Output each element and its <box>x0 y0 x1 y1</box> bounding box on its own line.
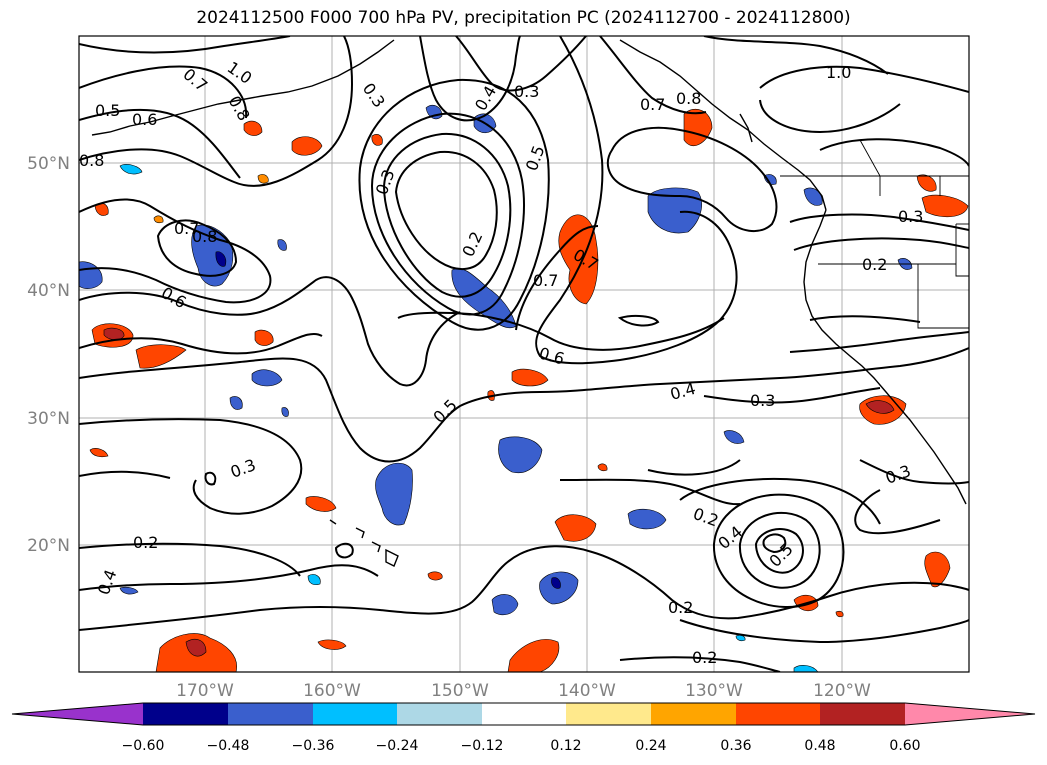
contour-label: 0.2 <box>692 648 717 667</box>
lon-label: 160°W <box>303 681 361 701</box>
contour-label: 0.8 <box>192 227 217 246</box>
colorbar-extend-low <box>12 703 143 725</box>
colorbar-extend-high <box>905 703 1035 725</box>
lat-label: 50°N <box>27 154 70 174</box>
lon-label: 150°W <box>431 681 489 701</box>
colorbar-segment <box>397 703 482 725</box>
chart-title: 2024112500 F000 700 hPa PV, precipitatio… <box>196 8 851 28</box>
lon-label: 130°W <box>685 681 743 701</box>
colorbar-segment <box>566 703 651 725</box>
contour-label: 0.7 <box>640 95 665 114</box>
colorbar-tick-label: 0.36 <box>720 738 751 754</box>
lon-label: 140°W <box>558 681 616 701</box>
contour-label: 0.3 <box>898 207 923 226</box>
colorbar-tick-label: −0.60 <box>122 738 165 754</box>
colorbar-segment <box>820 703 905 725</box>
colorbar-tick-label: 0.24 <box>635 738 666 754</box>
colorbar-tick-label: −0.48 <box>207 738 250 754</box>
contour-label: 0.3 <box>514 82 539 101</box>
colorbar-tick-label: −0.36 <box>292 738 335 754</box>
contour-label: 0.5 <box>95 101 120 120</box>
colorbar-tick-label: −0.24 <box>376 738 419 754</box>
contour-label: 0.2 <box>862 255 887 274</box>
colorbar-segment <box>313 703 397 725</box>
colorbar-segment <box>228 703 313 725</box>
lon-labels: 170°W 160°W 150°W 140°W 130°W 120°W <box>176 681 871 701</box>
contour-labels: 0.7 1.0 0.8 0.5 0.6 0.8 0.3 0.4 0.3 0.5 … <box>79 58 923 667</box>
colorbar-tick-label: 0.48 <box>804 738 835 754</box>
lat-label: 30°N <box>27 409 70 429</box>
colorbar <box>11 702 1036 726</box>
pv-contours <box>79 36 969 672</box>
contour-label: 0.3 <box>750 391 775 410</box>
lat-label: 20°N <box>27 536 70 556</box>
colorbar-segment <box>736 703 820 725</box>
contour-label: 0.7 <box>174 219 199 238</box>
lon-label: 120°W <box>813 681 871 701</box>
colorbar-tick-label: 0.60 <box>889 738 920 754</box>
contour-label: 0.2 <box>133 533 158 552</box>
lat-labels: 50°N 40°N 30°N 20°N <box>27 154 70 556</box>
lon-label: 170°W <box>176 681 234 701</box>
contour-label: 0.8 <box>676 89 701 108</box>
colorbar-tick-label: 0.12 <box>550 738 581 754</box>
colorbar-segment <box>143 703 228 725</box>
colorbar-tick-label: −0.12 <box>461 738 504 754</box>
contour-label: 0.7 <box>533 271 558 290</box>
colorbar-outline <box>11 702 1036 726</box>
borders <box>780 139 969 329</box>
map-frame <box>78 35 970 673</box>
contour-label: 0.8 <box>79 151 104 170</box>
colorbar-segment <box>482 703 566 725</box>
colorbar-ticks: −0.60 −0.48 −0.36 −0.24 −0.12 0.12 0.24 … <box>122 738 921 754</box>
coastlines <box>91 39 967 567</box>
colorbar-segment <box>651 703 736 725</box>
contour-label: 0.6 <box>132 110 157 129</box>
contour-label: 0.2 <box>668 598 693 617</box>
contour-label: 1.0 <box>826 63 851 82</box>
lat-label: 40°N <box>27 281 70 301</box>
